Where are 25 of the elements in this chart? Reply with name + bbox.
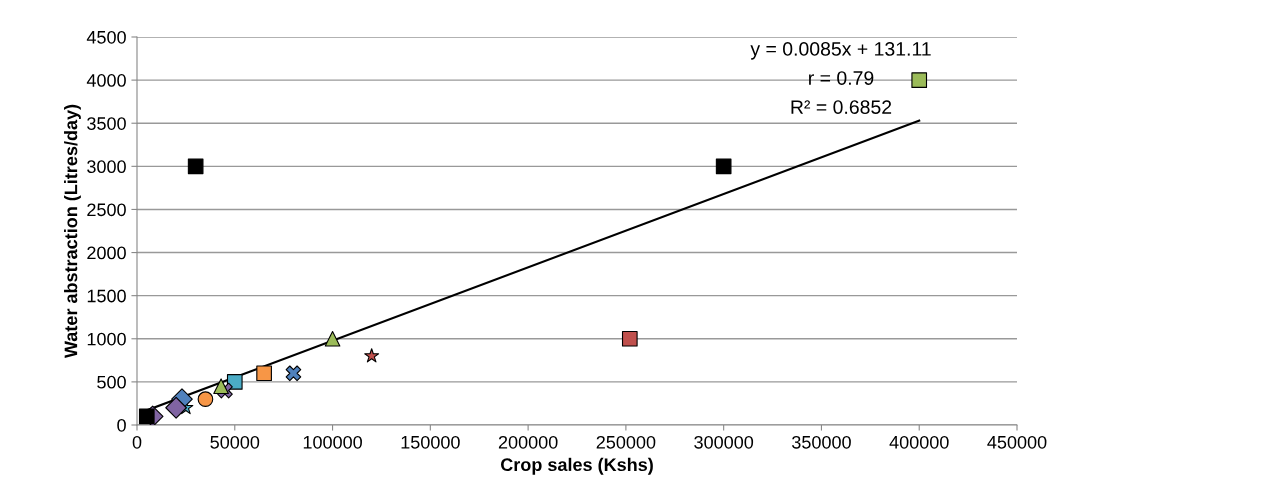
- x-tick-label: 50000: [210, 435, 260, 449]
- x-axis-title: Crop sales (Kshs): [500, 457, 653, 475]
- x-tick-label: 350000: [792, 435, 851, 449]
- x-tick-label: 300000: [694, 435, 754, 449]
- y-tick-label: 1500: [87, 289, 126, 303]
- y-tick-label: 1000: [87, 332, 126, 346]
- x-tick-label: 0: [132, 435, 142, 449]
- x-tick-label: 200000: [498, 435, 558, 449]
- y-tick-label: 4500: [86, 30, 126, 44]
- annotation: y = 0.0085x + 131.11: [750, 42, 931, 60]
- annotation: r = 0.79: [809, 71, 874, 85]
- x-tick-label: 150000: [401, 435, 460, 449]
- y-tick-label: 4000: [86, 74, 126, 87]
- y-tick-label: 2500: [87, 203, 126, 217]
- x-tick-label: 250000: [596, 435, 656, 449]
- y-tick-label: 3500: [87, 117, 126, 130]
- y-tick-label: 0: [117, 418, 126, 432]
- y-tick-label: 2000: [87, 246, 126, 260]
- x-tick-label: 400000: [889, 435, 949, 449]
- y-tick-label: 500: [97, 375, 126, 389]
- x-tick-label: 450000: [987, 435, 1047, 449]
- y-axis-title: Water abstraction (Litres/day): [64, 104, 81, 359]
- x-tick-label: 100000: [303, 435, 362, 449]
- y-tick-label: 3000: [87, 160, 126, 174]
- annotation: R² = 0.6852: [791, 100, 892, 114]
